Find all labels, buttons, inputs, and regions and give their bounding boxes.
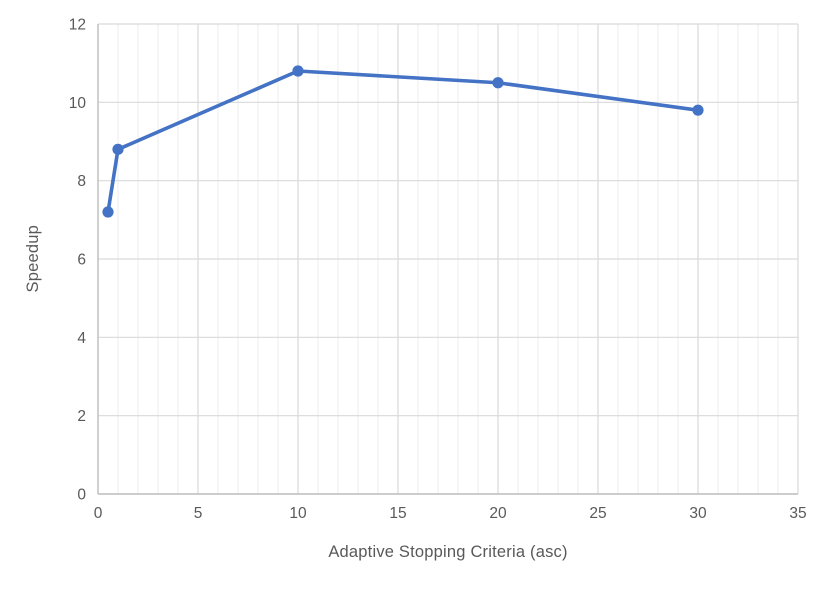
y-tick-label: 0	[77, 487, 86, 504]
data-point-marker	[112, 143, 124, 155]
y-tick-label: 10	[69, 95, 87, 112]
y-axis-title-wrap: Speedup	[16, 24, 50, 494]
x-axis-title: Adaptive Stopping Criteria (asc)	[328, 543, 568, 561]
data-point-marker	[492, 77, 504, 89]
y-axis-title: Speedup	[23, 225, 42, 293]
x-tick-label: 25	[589, 505, 606, 522]
data-point-marker	[692, 104, 704, 116]
x-tick-label: 20	[489, 505, 507, 522]
x-tick-label: 15	[389, 505, 406, 522]
series-line	[106, 69, 700, 214]
x-tick-label: 5	[194, 505, 203, 522]
y-tick-label: 2	[77, 408, 86, 425]
y-tick-label: 6	[77, 252, 86, 269]
y-tick-label: 4	[77, 330, 86, 347]
data-point-marker	[102, 206, 114, 218]
x-tick-label: 35	[789, 505, 806, 522]
x-tick-label: 0	[94, 505, 103, 522]
y-tick-label: 12	[69, 17, 86, 34]
x-tick-label: 30	[689, 505, 707, 522]
data-point-marker	[292, 65, 304, 77]
y-tick-label: 8	[77, 173, 86, 190]
x-tick-label: 10	[289, 505, 307, 522]
